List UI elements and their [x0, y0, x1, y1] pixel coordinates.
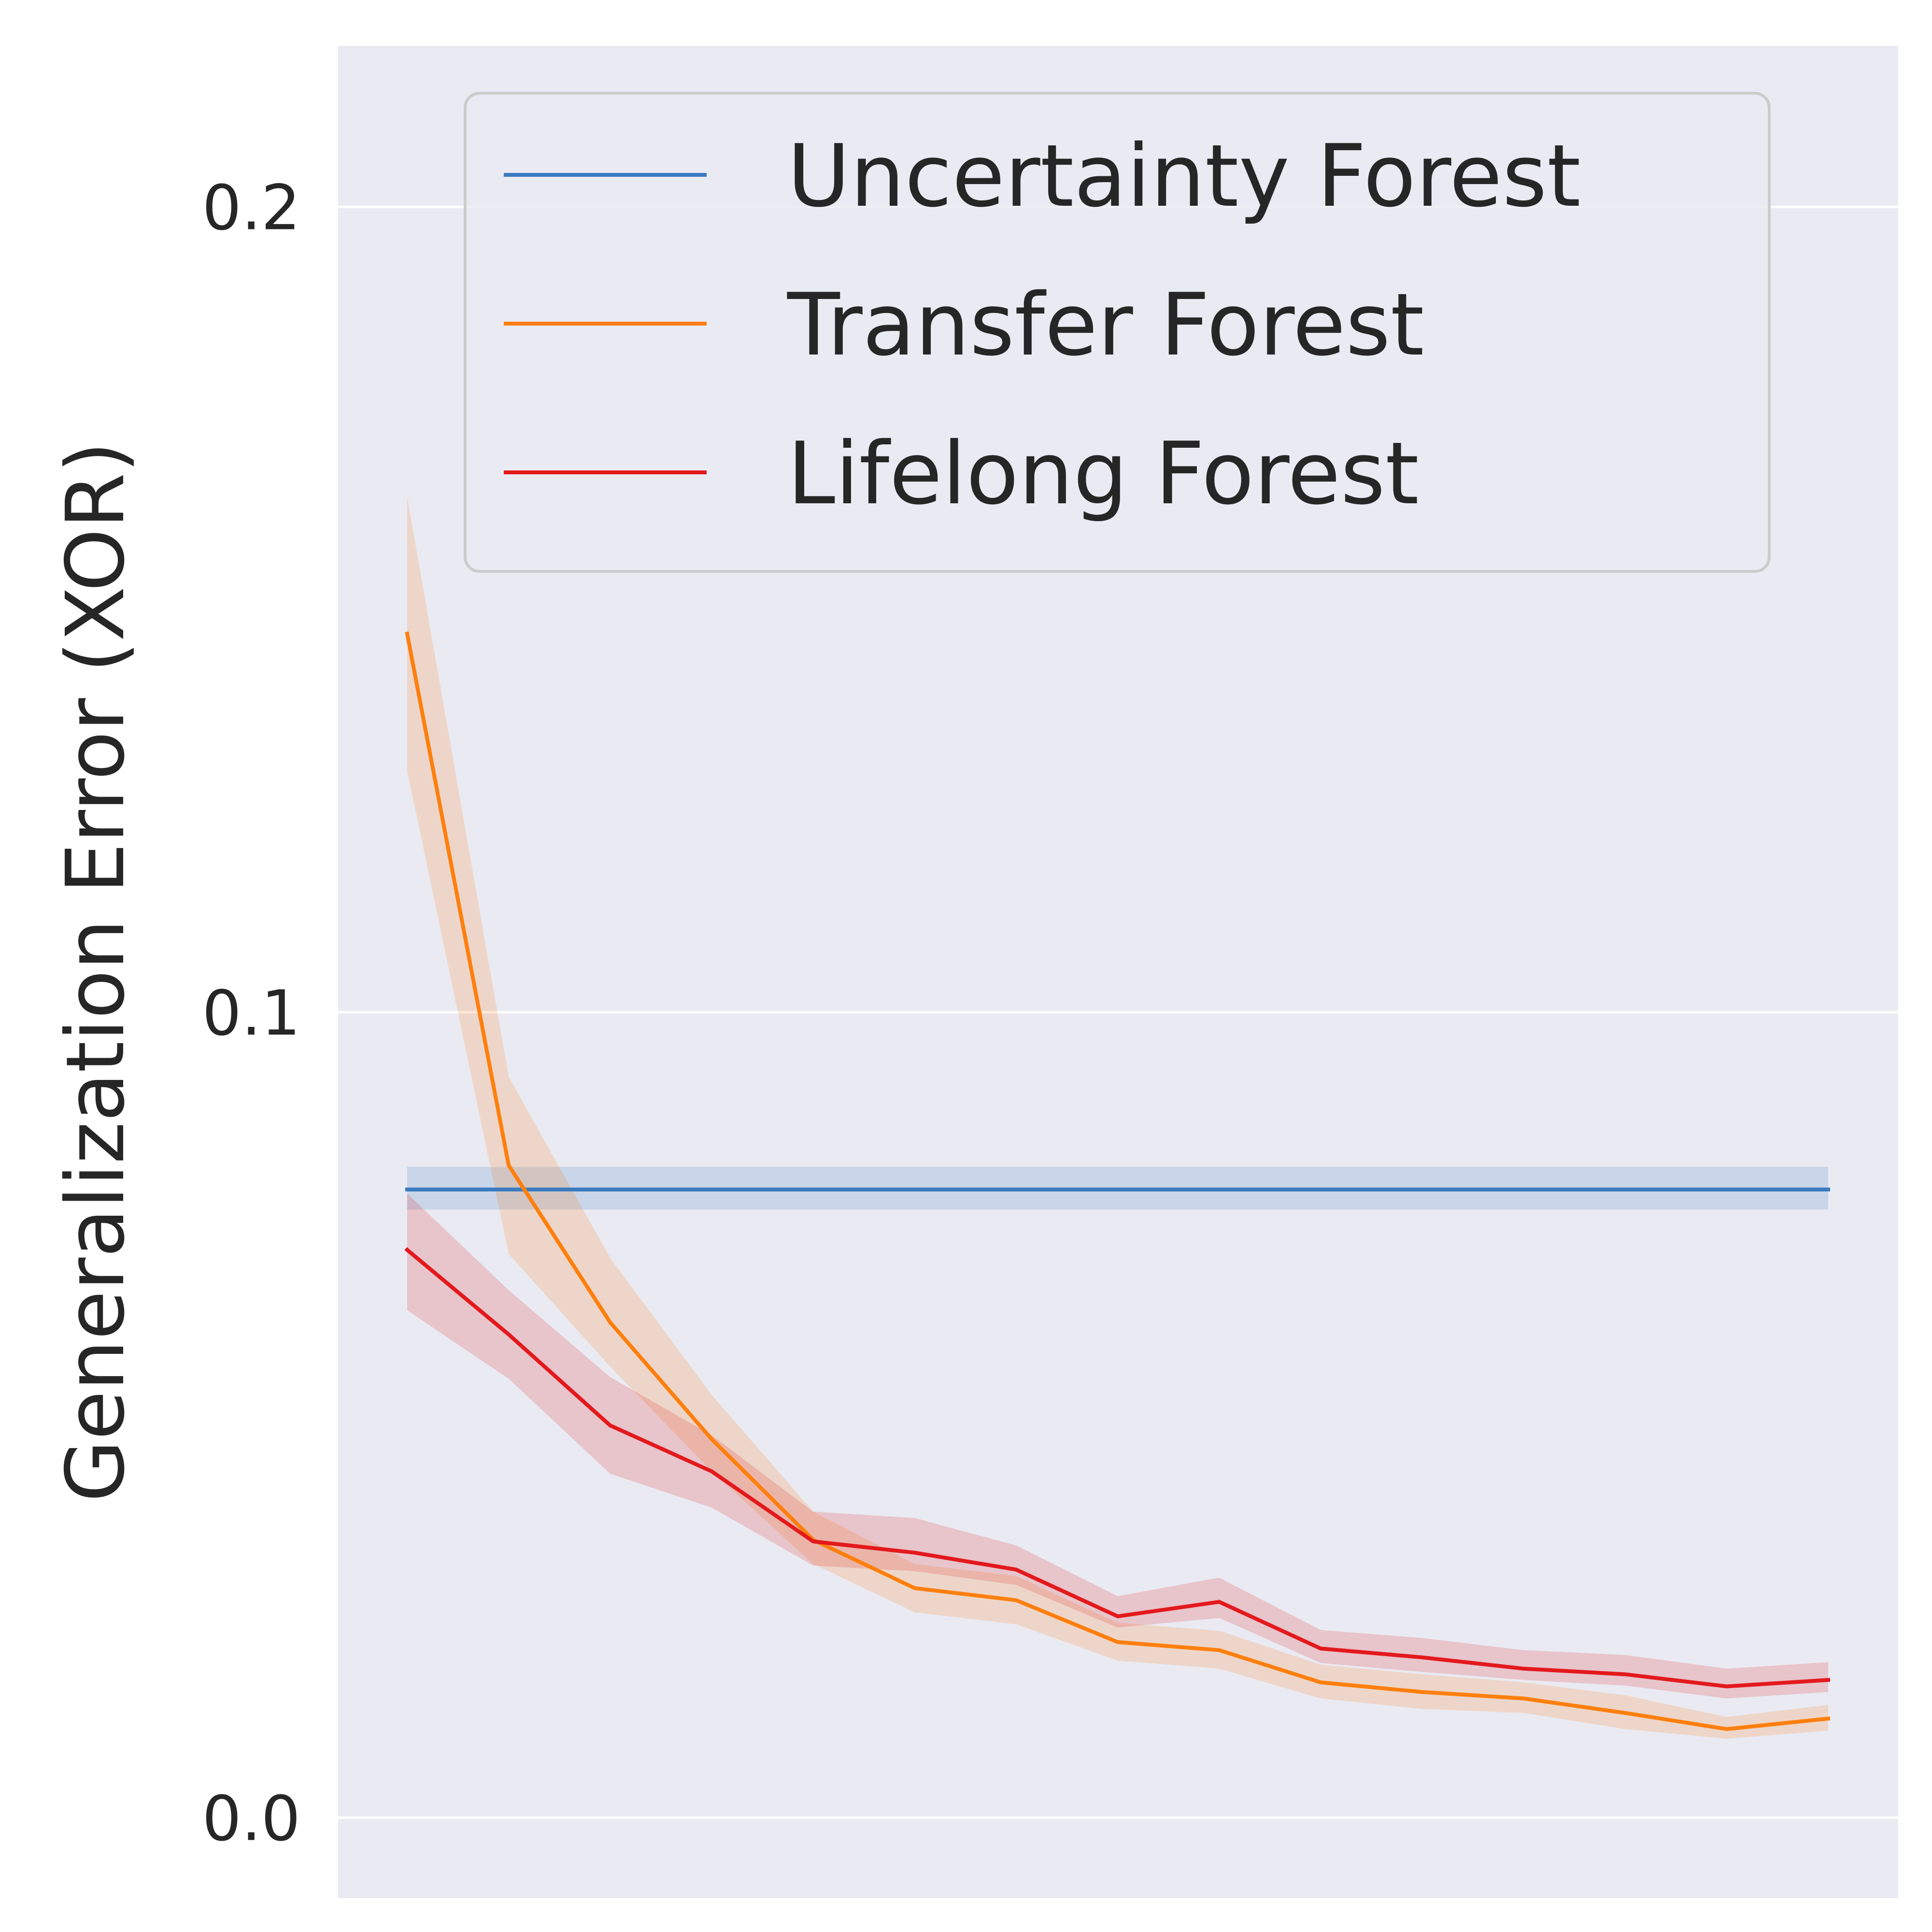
- y-tick-label-2: 0.2: [202, 172, 300, 244]
- legend-label-lifelong-forest: Lifelong Forest: [787, 424, 1419, 524]
- legend-label-uncertainty-forest: Uncertainty Forest: [787, 126, 1581, 226]
- legend-label-transfer-forest: Transfer Forest: [787, 275, 1424, 375]
- y-tick-labels: 0.0 0.1 0.2: [202, 172, 300, 1855]
- y-axis-label: Generalization Error (XOR): [49, 441, 142, 1502]
- lifelong-forest-band: [407, 1193, 1828, 1699]
- series-lines: [404, 631, 1831, 1731]
- legend: Uncertainty Forest Transfer Forest Lifelon…: [464, 92, 1771, 573]
- transfer-forest-line: [405, 631, 1831, 1731]
- lifelong-forest-line: [404, 1247, 1831, 1689]
- legend-frame: [464, 92, 1771, 573]
- y-tick-label-1: 0.1: [202, 978, 300, 1050]
- y-tick-label-0: 0.0: [202, 1783, 300, 1855]
